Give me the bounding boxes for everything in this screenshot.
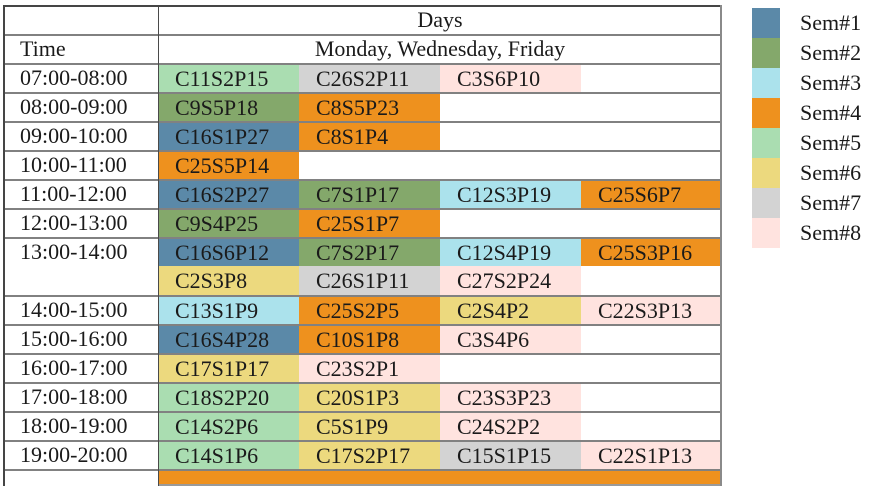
partial-next-row bbox=[158, 471, 722, 484]
course-cell: C22S3P13 bbox=[581, 297, 722, 324]
table-border-right bbox=[720, 5, 722, 486]
course-cell: C18S2P20 bbox=[158, 384, 299, 411]
course-cell: C8S1P4 bbox=[299, 123, 440, 150]
time-cell: 17:00-18:00 bbox=[20, 383, 128, 409]
course-cell: C16S1P27 bbox=[158, 123, 299, 150]
course-cell: C20S1P3 bbox=[299, 384, 440, 411]
course-cell: C26S2P11 bbox=[299, 65, 440, 92]
grid-line bbox=[3, 295, 722, 297]
time-cell: 08:00-09:00 bbox=[20, 93, 128, 119]
legend-label: Sem#7 bbox=[800, 190, 862, 215]
grid-line bbox=[3, 382, 722, 384]
course-cell: C22S1P13 bbox=[581, 442, 722, 469]
legend-label: Sem#3 bbox=[800, 70, 862, 95]
legend-label: Sem#8 bbox=[800, 220, 862, 245]
course-cell: C26S1P11 bbox=[299, 266, 440, 295]
course-cell: C3S4P6 bbox=[440, 326, 581, 353]
course-cell: C2S4P2 bbox=[440, 297, 581, 324]
grid-line bbox=[3, 237, 722, 239]
course-cell: C24S2P2 bbox=[440, 413, 581, 440]
legend-swatch bbox=[752, 98, 780, 128]
course-cell: C12S4P19 bbox=[440, 239, 581, 266]
legend-label: Sem#4 bbox=[800, 100, 862, 125]
time-cell: 12:00-13:00 bbox=[20, 209, 128, 235]
course-cell: C25S1P7 bbox=[299, 210, 440, 237]
time-cell: 10:00-11:00 bbox=[20, 151, 127, 177]
table-border-top bbox=[3, 5, 722, 7]
course-cell: C3S6P10 bbox=[440, 65, 581, 92]
grid-line bbox=[3, 150, 722, 152]
time-cell: 11:00-12:00 bbox=[20, 180, 127, 206]
legend-label: Sem#5 bbox=[800, 130, 862, 155]
course-cell: C12S3P19 bbox=[440, 181, 581, 208]
days-header: Days bbox=[417, 6, 463, 32]
grid-line bbox=[3, 353, 722, 355]
grid-line bbox=[3, 121, 722, 123]
time-cell: 13:00-14:00 bbox=[20, 238, 128, 264]
legend-label: Sem#2 bbox=[800, 40, 862, 65]
course-cell: C2S3P8 bbox=[158, 266, 299, 295]
course-cell: C9S5P18 bbox=[158, 94, 299, 121]
time-header: Time bbox=[20, 35, 66, 61]
course-cell: C17S1P17 bbox=[158, 355, 299, 382]
grid-line bbox=[3, 411, 722, 413]
course-cell: C11S2P15 bbox=[158, 65, 299, 92]
time-cell: 18:00-19:00 bbox=[20, 412, 128, 438]
grid-line bbox=[3, 179, 722, 181]
legend-swatch bbox=[752, 8, 780, 38]
course-cell: C10S1P8 bbox=[299, 326, 440, 353]
time-cell: 09:00-10:00 bbox=[20, 122, 128, 148]
grid-line bbox=[3, 469, 722, 471]
grid-line bbox=[3, 92, 722, 94]
course-cell: C5S1P9 bbox=[299, 413, 440, 440]
course-cell: C25S5P14 bbox=[158, 152, 299, 179]
legend-swatch bbox=[752, 158, 780, 188]
course-cell: C15S1P15 bbox=[440, 442, 581, 469]
course-cell: C25S3P16 bbox=[581, 239, 722, 266]
legend-swatch bbox=[752, 128, 780, 158]
course-cell: C27S2P24 bbox=[440, 266, 581, 295]
course-cell: C14S1P6 bbox=[158, 442, 299, 469]
days-value-header: Monday, Wednesday, Friday bbox=[314, 35, 566, 61]
grid-line bbox=[3, 440, 722, 442]
time-cell: 19:00-20:00 bbox=[20, 441, 128, 467]
grid-line bbox=[3, 34, 722, 36]
legend-swatch bbox=[752, 68, 780, 98]
grid-line bbox=[3, 63, 722, 65]
course-cell: C16S2P27 bbox=[158, 181, 299, 208]
time-cell: 14:00-15:00 bbox=[20, 296, 128, 322]
course-cell: C7S2P17 bbox=[299, 239, 440, 266]
legend-swatch bbox=[752, 38, 780, 68]
table-border-left bbox=[3, 5, 5, 486]
course-cell: C9S4P25 bbox=[158, 210, 299, 237]
course-cell: C7S1P17 bbox=[299, 181, 440, 208]
grid-line bbox=[3, 208, 722, 210]
course-cell: C25S2P5 bbox=[299, 297, 440, 324]
course-cell: C13S1P9 bbox=[158, 297, 299, 324]
course-cell: C14S2P6 bbox=[158, 413, 299, 440]
legend-label: Sem#6 bbox=[800, 160, 862, 185]
course-cell: C23S2P1 bbox=[299, 355, 440, 382]
legend-swatch bbox=[752, 188, 780, 218]
course-cell: C23S3P23 bbox=[440, 384, 581, 411]
legend-swatch bbox=[752, 218, 780, 248]
time-cell: 07:00-08:00 bbox=[20, 64, 128, 90]
course-cell: C17S2P17 bbox=[299, 442, 440, 469]
grid-line bbox=[3, 324, 722, 326]
time-cell: 16:00-17:00 bbox=[20, 354, 128, 380]
course-cell: C8S5P23 bbox=[299, 94, 440, 121]
course-cell: C25S6P7 bbox=[581, 181, 722, 208]
grid-line bbox=[158, 484, 722, 486]
time-cell: 15:00-16:00 bbox=[20, 325, 128, 351]
course-cell: C16S4P28 bbox=[158, 326, 299, 353]
course-cell: C16S6P12 bbox=[158, 239, 299, 266]
time-column-separator bbox=[157, 5, 160, 486]
legend-label: Sem#1 bbox=[800, 10, 862, 35]
